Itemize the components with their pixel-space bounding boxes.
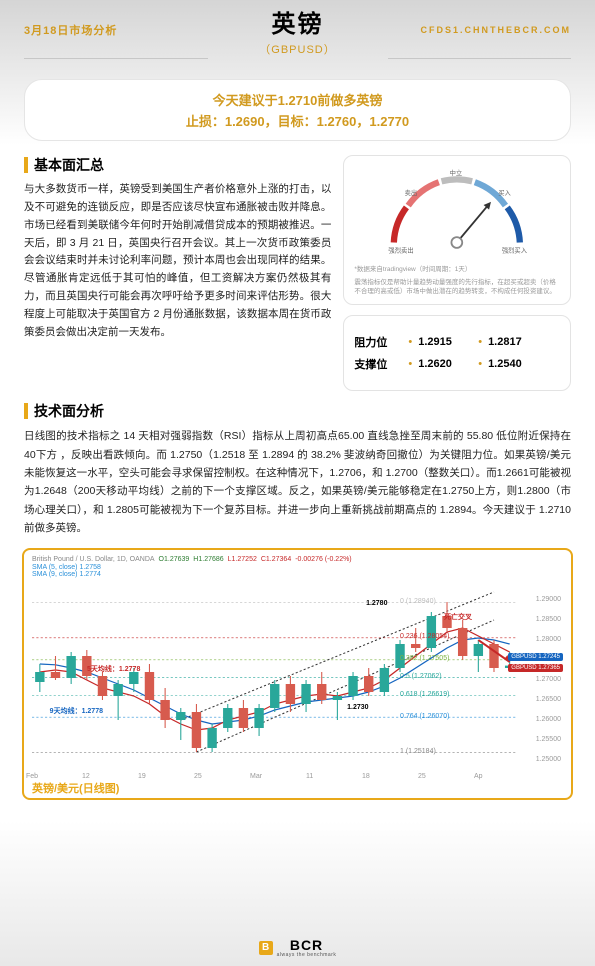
chart-chg: -0.00276 (-0.22%): [295, 556, 351, 563]
arc-neutral: [442, 179, 473, 181]
fundamental-heading-row: 基本面汇总: [24, 155, 331, 175]
gauge-caption2: 震荡指标仅是帮助计量趋势动量强度的先行指标，在超买或超卖（价格不合理的高或低）市…: [352, 278, 562, 296]
label-buy: 买入: [499, 189, 512, 197]
header-date: 3月18日市场分析: [24, 22, 117, 38]
x-tick: 11: [306, 773, 313, 780]
sentiment-gauge-card: 强烈卖出 卖出 中立 买入 强烈买入 *数据来自tradingview（时间周期…: [343, 155, 571, 305]
support-label: 支撑位: [354, 356, 402, 372]
support-row: 支撑位 • 1.2620 • 1.2540: [354, 356, 560, 372]
label-sell: 卖出: [405, 188, 418, 197]
chart-annotation: 0 (1.28940): [400, 598, 436, 605]
resistance-label: 阻力位: [354, 334, 402, 350]
price-badge: GBPUSD 1.27365: [508, 664, 563, 672]
resistance-2: 1.2817: [488, 336, 542, 348]
fundamental-heading: 基本面汇总: [34, 155, 104, 175]
chart-annotation: 0.764 (1.26070): [400, 713, 449, 720]
chart-annotation: 0.236 (1.28054): [400, 633, 449, 640]
arc-strong-sell: [394, 207, 407, 242]
y-tick: 1.28500: [536, 616, 561, 623]
chart-pair: British Pound / U.S. Dollar, 1D, OANDA: [32, 556, 155, 563]
bullet-icon: •: [478, 358, 482, 370]
chart-sma-row: SMA (5, close) 1.2758 SMA (9, close) 1.2…: [32, 564, 563, 578]
label-neutral: 中立: [450, 168, 463, 177]
chart-caption: 英镑/美元(日线图): [32, 780, 119, 796]
gauge-caption1: *数据来自tradingview（时间周期：1天）: [352, 265, 562, 274]
chart-annotation: 1 (1.25184): [400, 748, 436, 755]
y-tick: 1.25500: [536, 736, 561, 743]
bullet-icon: •: [408, 358, 412, 370]
price-badge: GBPUSD 1.27245: [508, 653, 563, 661]
recommend-line1: 今天建议于1.2710前做多英镑: [41, 90, 554, 109]
chart-annotation: 1.2730: [347, 704, 368, 711]
label-strong-sell: 强烈卖出: [389, 245, 414, 254]
chart-c: C1.27364: [261, 556, 291, 563]
arc-strong-buy: [508, 207, 521, 242]
chart-o: O1.27639: [159, 556, 190, 563]
bullet-icon: •: [408, 336, 412, 348]
chart-annotation: 0.5 (1.27062): [400, 673, 442, 680]
support-1: 1.2620: [418, 358, 472, 370]
page-footer: B BCR always the benchmark: [0, 937, 595, 958]
chart-card: British Pound / U.S. Dollar, 1D, OANDA O…: [22, 548, 573, 800]
technical-heading-row: 技术面分析: [24, 401, 571, 421]
chart-annotation: 9天均线：1.2778: [50, 706, 103, 716]
page-header: 3月18日市场分析 英镑 （GBPUSD） CFDS1.CHNTHEBCR.CO…: [0, 0, 595, 67]
title-block: 英镑 （GBPUSD）: [259, 4, 335, 57]
gauge-svg: 强烈卖出 卖出 中立 买入 强烈买入: [352, 166, 562, 256]
recommend-line2: 止损：1.2690，目标：1.2760，1.2770: [41, 111, 554, 130]
support-2: 1.2540: [488, 358, 542, 370]
chart-y-axis: 1.290001.285001.280001.275001.270001.265…: [521, 580, 563, 780]
x-tick: Mar: [250, 773, 262, 780]
chart-x-axis: Feb121925Mar111825Ap: [32, 768, 521, 780]
page-title: 英镑: [259, 4, 335, 39]
chart-annotation: 0.618 (1.26619): [400, 691, 449, 698]
sma9-value: 1.2774: [79, 571, 100, 578]
y-tick: 1.27000: [536, 676, 561, 683]
y-tick: 1.26500: [536, 696, 561, 703]
resistance-1: 1.2915: [418, 336, 472, 348]
chart-l: L1.27252: [228, 556, 257, 563]
header-site: CFDS1.CHNTHEBCR.COM: [421, 25, 572, 35]
footer-brand: BCR: [277, 937, 337, 953]
chart-header-row: British Pound / U.S. Dollar, 1D, OANDA O…: [32, 556, 563, 563]
x-tick: Feb: [26, 773, 38, 780]
sma5-value: 1.2758: [79, 564, 100, 571]
technical-body: 日线图的技术指标之 14 天相对强弱指数（RSI）指标从上周初高点65.00 直…: [24, 427, 571, 537]
label-strong-buy: 强烈买入: [502, 245, 528, 254]
accent-bar-icon: [24, 403, 28, 419]
technical-heading: 技术面分析: [34, 401, 104, 421]
candlestick-chart: [32, 580, 563, 780]
levels-card: 阻力位 • 1.2915 • 1.2817 支撑位 • 1.2620 • 1.2…: [343, 315, 571, 391]
y-tick: 1.26000: [536, 716, 561, 723]
bcr-logo-icon: B: [259, 941, 273, 955]
x-tick: 18: [362, 773, 370, 780]
bullet-icon: •: [478, 336, 482, 348]
chart-plot-area: 1.290001.285001.280001.275001.270001.265…: [32, 580, 563, 780]
y-tick: 1.29000: [536, 596, 561, 603]
recommendation-box: 今天建议于1.2710前做多英镑 止损：1.2690，目标：1.2760，1.2…: [24, 79, 571, 141]
chart-annotation: 0.382 (1.27505): [400, 655, 449, 662]
page-subtitle: （GBPUSD）: [259, 41, 335, 57]
chart-h: H1.27686: [193, 556, 223, 563]
x-tick: 12: [82, 773, 90, 780]
fundamental-body: 与大多数货币一样，英镑受到美国生产者价格意外上涨的打击，以及不可避免的连锁反应，…: [24, 181, 331, 342]
x-tick: Ap: [474, 773, 483, 780]
y-tick: 1.28000: [536, 636, 561, 643]
chart-annotation: 5天均线：1.2778: [87, 664, 140, 674]
sma9-label: SMA (9, close): [32, 571, 78, 578]
sma5-label: SMA (5, close): [32, 564, 78, 571]
x-tick: 25: [418, 773, 426, 780]
x-tick: 25: [194, 773, 202, 780]
x-tick: 19: [138, 773, 146, 780]
accent-bar-icon: [24, 157, 28, 173]
footer-sub: always the benchmark: [277, 952, 337, 958]
gauge-pivot-icon: [452, 237, 463, 248]
chart-annotation: 死亡交叉: [444, 612, 472, 622]
resistance-row: 阻力位 • 1.2915 • 1.2817: [354, 334, 560, 350]
y-tick: 1.25000: [536, 756, 561, 763]
chart-annotation: 1.2780: [366, 600, 387, 607]
